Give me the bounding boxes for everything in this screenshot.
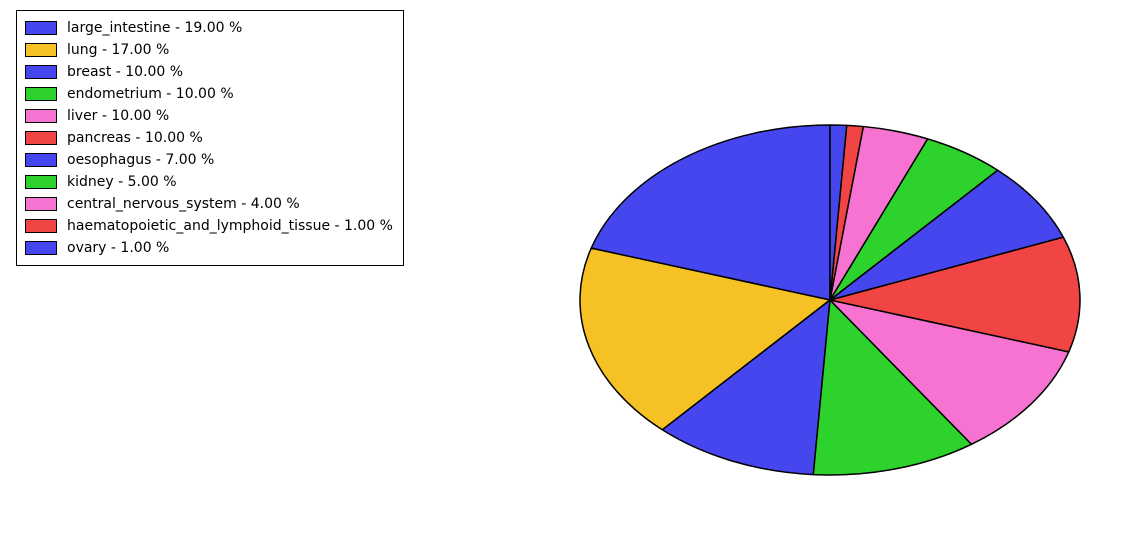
legend-label: kidney - 5.00 % <box>67 174 177 190</box>
legend-swatch <box>25 65 57 79</box>
legend-label: central_nervous_system - 4.00 % <box>67 196 300 212</box>
legend-item: endometrium - 10.00 % <box>25 83 393 105</box>
legend-item: lung - 17.00 % <box>25 39 393 61</box>
legend-label: oesophagus - 7.00 % <box>67 152 214 168</box>
legend-item: kidney - 5.00 % <box>25 171 393 193</box>
legend-label: haematopoietic_and_lymphoid_tissue - 1.0… <box>67 218 393 234</box>
pie-svg <box>578 123 1082 477</box>
legend-item: large_intestine - 19.00 % <box>25 17 393 39</box>
pie-chart <box>578 123 1082 477</box>
legend-swatch <box>25 109 57 123</box>
legend-label: pancreas - 10.00 % <box>67 130 203 146</box>
legend-swatch <box>25 43 57 57</box>
legend-item: haematopoietic_and_lymphoid_tissue - 1.0… <box>25 215 393 237</box>
legend-item: pancreas - 10.00 % <box>25 127 393 149</box>
legend-swatch <box>25 197 57 211</box>
legend: large_intestine - 19.00 % lung - 17.00 % b… <box>16 10 404 266</box>
legend-item: breast - 10.00 % <box>25 61 393 83</box>
legend-label: large_intestine - 19.00 % <box>67 20 242 36</box>
legend-swatch <box>25 175 57 189</box>
legend-label: endometrium - 10.00 % <box>67 86 234 102</box>
legend-item: ovary - 1.00 % <box>25 237 393 259</box>
legend-label: lung - 17.00 % <box>67 42 169 58</box>
legend-swatch <box>25 241 57 255</box>
legend-label: liver - 10.00 % <box>67 108 169 124</box>
legend-item: central_nervous_system - 4.00 % <box>25 193 393 215</box>
legend-swatch <box>25 219 57 233</box>
legend-label: ovary - 1.00 % <box>67 240 169 256</box>
legend-swatch <box>25 21 57 35</box>
legend-item: oesophagus - 7.00 % <box>25 149 393 171</box>
legend-swatch <box>25 131 57 145</box>
legend-swatch <box>25 87 57 101</box>
legend-swatch <box>25 153 57 167</box>
legend-item: liver - 10.00 % <box>25 105 393 127</box>
legend-label: breast - 10.00 % <box>67 64 183 80</box>
